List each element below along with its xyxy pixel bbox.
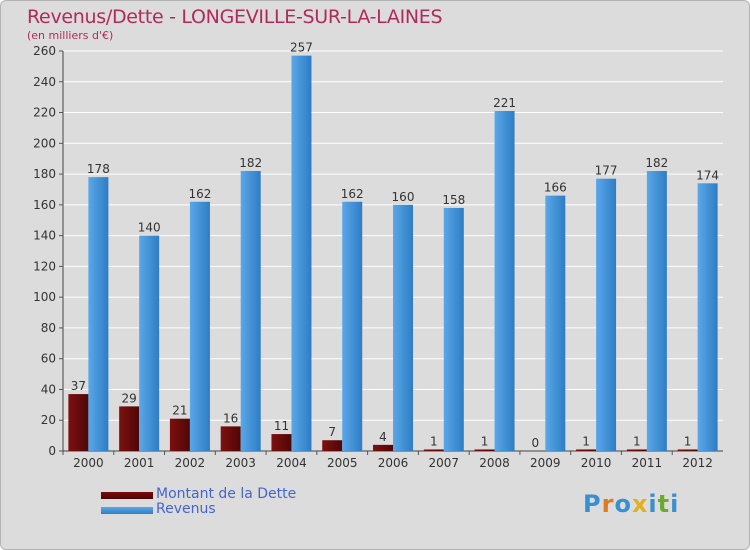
bar-revenus <box>240 171 261 451</box>
data-label-revenus: 166 <box>544 181 567 195</box>
data-label-dette: 1 <box>430 434 438 448</box>
data-label-revenus: 182 <box>239 156 262 170</box>
data-label-dette: 1 <box>684 434 692 448</box>
bar-revenus <box>545 195 566 451</box>
bar-dette <box>576 449 597 451</box>
bar-dette <box>626 449 647 451</box>
bar-revenus <box>139 235 160 451</box>
y-tick-label: 180 <box>33 167 56 181</box>
y-tick-label: 140 <box>33 229 56 243</box>
legend-swatch-dette <box>101 492 153 499</box>
data-label-revenus: 140 <box>138 221 161 235</box>
legend-label-revenus: Revenus <box>156 501 216 517</box>
data-label-revenus: 174 <box>696 168 719 182</box>
bar-dette <box>322 440 343 451</box>
y-tick-label: 260 <box>33 44 56 58</box>
y-tick-label: 200 <box>33 136 56 150</box>
logo-letter: x <box>631 490 649 518</box>
y-tick-label: 0 <box>48 444 56 458</box>
x-tick-label: 2001 <box>124 456 155 470</box>
data-label-dette: 16 <box>223 411 238 425</box>
x-tick-label: 2008 <box>479 456 510 470</box>
legend-label-dette: Montant de la Dette <box>156 486 297 502</box>
x-tick-label: 2003 <box>225 456 256 470</box>
data-label-revenus: 182 <box>645 156 668 170</box>
logo-letter: r <box>601 490 615 518</box>
x-tick-label: 2004 <box>276 456 307 470</box>
chart-title: Revenus/Dette - LONGEVILLE-SUR-LA-LAINES <box>27 6 443 28</box>
y-tick-label: 220 <box>33 106 56 120</box>
bar-revenus <box>291 55 312 451</box>
logo-letter: P <box>583 490 602 518</box>
data-label-revenus: 158 <box>442 193 465 207</box>
bar-dette <box>220 426 241 451</box>
x-tick-label: 2010 <box>581 456 612 470</box>
data-label-dette: 1 <box>633 434 641 448</box>
data-label-dette: 1 <box>481 434 489 448</box>
data-label-dette: 7 <box>328 425 336 439</box>
x-tick-label: 2002 <box>175 456 206 470</box>
logo-letter: i <box>648 490 658 518</box>
y-tick-label: 80 <box>41 321 56 335</box>
bar-revenus <box>189 201 210 451</box>
x-tick-label: 2006 <box>378 456 409 470</box>
legend-swatch-revenus <box>101 507 153 514</box>
chart-subtitle: (en milliers d'€) <box>27 29 114 42</box>
proxiti-logo[interactable]: Proxiti <box>583 490 679 518</box>
bar-dette <box>677 449 698 451</box>
x-tick-label: 2005 <box>327 456 358 470</box>
bar-revenus <box>596 178 617 451</box>
bar-dette <box>119 406 140 451</box>
data-label-dette: 0 <box>531 436 539 450</box>
bar-dette <box>373 444 393 451</box>
bar-revenus <box>88 177 109 451</box>
bar-revenus <box>342 201 363 451</box>
y-tick-label: 20 <box>41 413 56 427</box>
y-tick-label: 100 <box>33 290 56 304</box>
bar-revenus <box>697 183 718 452</box>
data-label-dette: 4 <box>379 430 387 444</box>
y-tick-label: 40 <box>41 382 56 396</box>
x-tick-label: 2011 <box>632 456 663 470</box>
data-label-dette: 37 <box>71 379 86 393</box>
y-tick-label: 160 <box>33 198 56 212</box>
bar-revenus <box>443 207 464 451</box>
data-label-dette: 11 <box>274 419 289 433</box>
x-tick-label: 2012 <box>682 456 713 470</box>
x-tick-label: 2000 <box>73 456 104 470</box>
data-label-revenus: 178 <box>87 162 110 176</box>
x-tick-label: 2009 <box>530 456 561 470</box>
data-label-revenus: 160 <box>392 190 415 204</box>
data-label-revenus: 162 <box>341 187 364 201</box>
data-label-dette: 21 <box>172 404 187 418</box>
data-label-dette: 29 <box>122 391 137 405</box>
y-tick-label: 120 <box>33 259 56 273</box>
logo-letter: t <box>657 490 671 518</box>
bar-dette <box>474 449 495 451</box>
data-label-dette: 1 <box>582 434 590 448</box>
logo-letter: o <box>614 490 632 518</box>
bar-dette <box>271 434 292 451</box>
data-label-revenus: 221 <box>493 96 516 110</box>
bar-revenus <box>393 204 413 451</box>
bar-dette <box>68 394 89 451</box>
y-tick-label: 240 <box>33 75 56 89</box>
bar-dette <box>169 418 190 451</box>
bar-dette <box>423 449 444 451</box>
bar-revenus <box>494 111 515 451</box>
y-tick-label: 60 <box>41 352 56 366</box>
bar-revenus <box>646 171 667 451</box>
x-tick-label: 2007 <box>428 456 459 470</box>
data-label-revenus: 177 <box>595 164 618 178</box>
data-label-revenus: 257 <box>290 41 313 55</box>
data-label-revenus: 162 <box>188 187 211 201</box>
logo-letter: i <box>670 490 680 518</box>
